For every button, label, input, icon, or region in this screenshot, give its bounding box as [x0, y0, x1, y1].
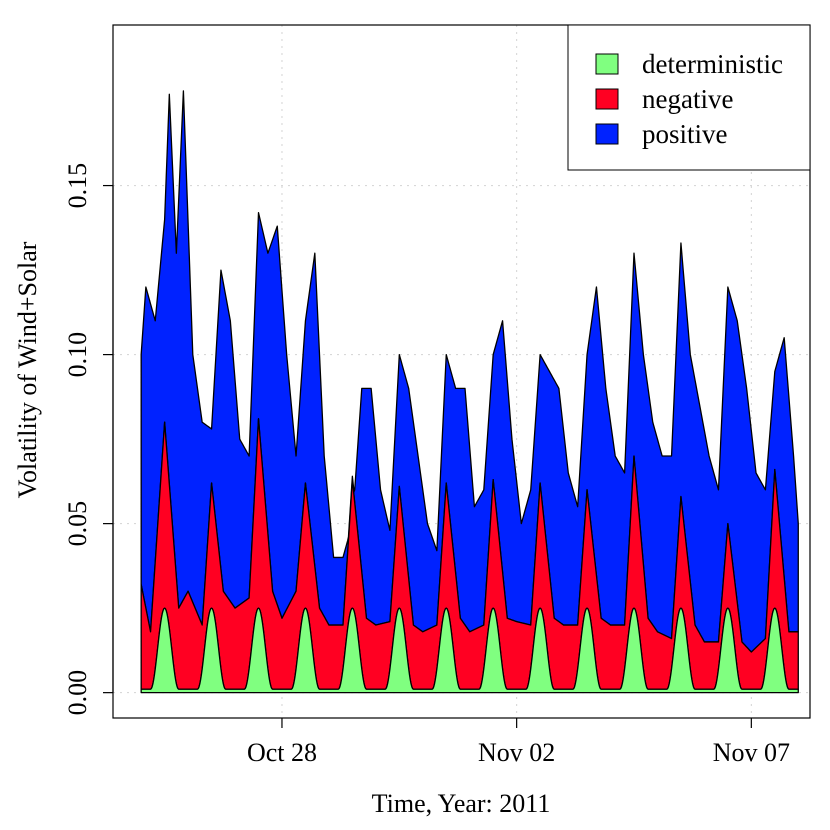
- legend-items: deterministic negative positive: [595, 49, 783, 149]
- legend-swatch-negative: [595, 88, 619, 110]
- legend-swatch-deterministic: [595, 53, 619, 75]
- legend-label-deterministic: deterministic: [642, 49, 783, 79]
- y-tick-label-1: 0.05: [63, 501, 92, 547]
- x-axis-title: Time, Year: 2011: [372, 789, 551, 818]
- x-tick-label-0: Oct 28: [247, 738, 317, 767]
- area-deterministic: [140, 607, 799, 694]
- y-tick-label-3: 0.15: [63, 163, 92, 209]
- y-tick-label-0: 0.00: [63, 670, 92, 716]
- legend: deterministic negative positive: [567, 24, 811, 171]
- y-axis-title: Volatility of Wind+Solar: [13, 241, 42, 498]
- stacked-areas: [140, 90, 799, 694]
- legend-label-negative: negative: [642, 84, 733, 114]
- y-axis: 0.00 0.05 0.10 0.15: [63, 163, 114, 716]
- legend-label-positive: positive: [642, 119, 728, 149]
- x-axis: Oct 28 Nov 02 Nov 07: [247, 718, 790, 767]
- legend-swatch-positive: [595, 123, 619, 145]
- x-tick-label-1: Nov 02: [478, 738, 555, 767]
- x-tick-label-2: Nov 07: [713, 738, 790, 767]
- y-tick-label-2: 0.10: [63, 332, 92, 378]
- area-positive: [140, 90, 799, 653]
